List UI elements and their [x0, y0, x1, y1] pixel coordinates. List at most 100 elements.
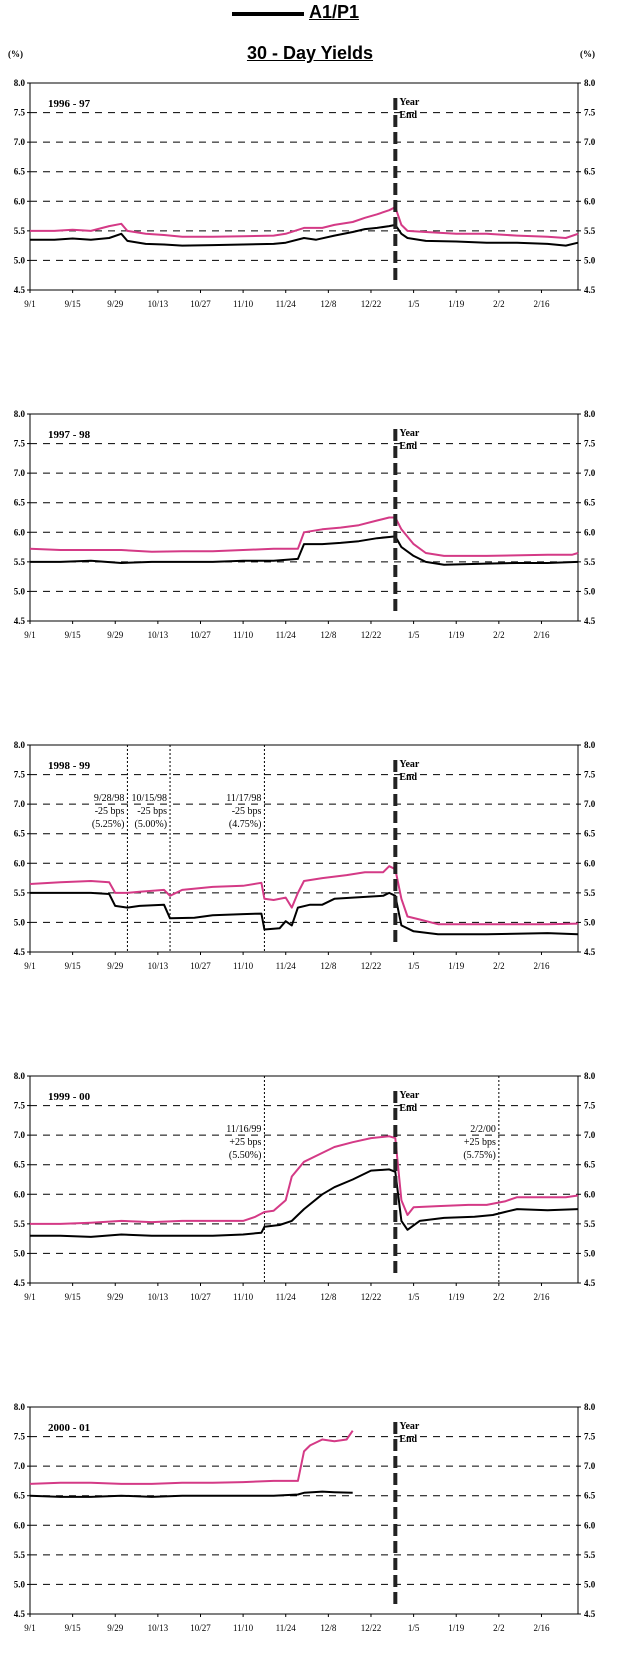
legend-label: A1/P1: [309, 2, 360, 22]
y-tick-label-right: 5.0: [584, 255, 596, 265]
x-tick-label: 11/10: [233, 961, 254, 971]
rate-change-label: 11/17/98: [226, 793, 261, 804]
y-tick-label-right: 7.5: [584, 770, 596, 780]
y-tick-label-right: 6.5: [584, 1491, 596, 1501]
page-header: A1/P1 30 - Day Yields (%) (%): [0, 0, 620, 63]
rate-change-label: 11/16/99: [226, 1124, 261, 1135]
y-tick-label-left: 6.0: [14, 1189, 26, 1199]
x-tick-label: 9/1: [24, 299, 36, 309]
series-line: [29, 865, 579, 926]
x-tick-label: 9/29: [107, 1623, 124, 1633]
y-tick-label-left: 7.0: [14, 1461, 26, 1471]
y-tick-label-left: 6.5: [14, 829, 26, 839]
year-end-label: End: [399, 1103, 417, 1114]
y-tick-label-left: 7.0: [14, 137, 26, 147]
x-tick-label: 11/10: [233, 299, 254, 309]
rate-change-label: +25 bps: [229, 1137, 261, 1148]
y-tick-label-right: 6.0: [584, 1189, 596, 1199]
x-tick-label: 12/22: [361, 630, 382, 640]
y-tick-label-left: 5.5: [14, 888, 26, 898]
year-end-label: End: [399, 441, 417, 452]
y-tick-label-left: 4.5: [14, 616, 26, 626]
y-tick-label-left: 5.5: [14, 226, 26, 236]
y-tick-label-right: 7.0: [584, 799, 596, 809]
x-tick-label: 12/22: [361, 299, 382, 309]
y-tick-label-right: 8.0: [584, 740, 596, 750]
year-end-label: End: [399, 1434, 417, 1445]
chart-panel: 4.5 4.5 5.0 5.0 5.5 5.5 6.0 6.0 6.5 6.5 7.0 7.0 7.5 7…: [14, 740, 596, 971]
y-tick-label-right: 5.0: [584, 1579, 596, 1589]
x-tick-label: 9/29: [107, 630, 124, 640]
series-line: [30, 223, 579, 247]
y-tick-label-right: 8.0: [584, 1071, 596, 1081]
x-tick-label: 11/24: [276, 1623, 297, 1633]
x-tick-label: 11/24: [276, 961, 297, 971]
series-line: [30, 891, 579, 936]
y-tick-label-left: 7.5: [14, 770, 26, 780]
x-tick-label: 2/16: [533, 299, 550, 309]
y-tick-label-left: 5.5: [14, 557, 26, 567]
year-end-label: Year: [399, 97, 420, 108]
y-tick-label-left: 7.5: [14, 108, 26, 118]
rate-change-label: 10/15/98: [131, 793, 167, 804]
x-tick-label: 12/22: [361, 961, 382, 971]
x-tick-label: 1/5: [408, 1292, 420, 1302]
x-tick-label: 2/16: [533, 961, 550, 971]
x-tick-label: 9/1: [24, 961, 36, 971]
y-tick-label-left: 6.5: [14, 167, 26, 177]
y-tick-label-right: 5.5: [584, 1550, 596, 1560]
y-tick-label-left: 7.5: [14, 1101, 26, 1111]
y-tick-label-right: 7.0: [584, 1461, 596, 1471]
x-tick-label: 11/10: [233, 1623, 254, 1633]
x-tick-label: 1/19: [448, 961, 465, 971]
x-tick-label: 2/2: [493, 630, 505, 640]
y-tick-label-right: 6.5: [584, 498, 596, 508]
y-tick-label-right: 7.5: [584, 1101, 596, 1111]
chart-panel: 4.5 4.5 5.0 5.0 5.5 5.5 6.0 6.0 6.5 6.5 7.0 7.0 7.5 7…: [14, 409, 596, 640]
y-tick-label-right: 7.5: [584, 108, 596, 118]
year-end-label: Year: [399, 1421, 420, 1432]
y-tick-label-left: 4.5: [14, 285, 26, 295]
year-end-label: Year: [399, 759, 420, 770]
chart-panel: 4.5 4.5 5.0 5.0 5.5 5.5 6.0 6.0 6.5 6.5 7.0 7.0 7.5 7…: [14, 78, 596, 309]
y-tick-label-left: 6.5: [14, 498, 26, 508]
x-tick-label: 12/8: [320, 1292, 337, 1302]
x-tick-label: 11/24: [276, 1292, 297, 1302]
x-tick-label: 1/19: [448, 299, 465, 309]
x-tick-label: 10/13: [148, 1623, 169, 1633]
x-tick-label: 9/29: [107, 299, 124, 309]
y-tick-label-right: 5.5: [584, 226, 596, 236]
x-tick-label: 12/8: [320, 1623, 337, 1633]
chart-title: 1999 - 00: [48, 1091, 91, 1103]
series-line: [29, 1430, 354, 1485]
y-tick-label-right: 7.0: [584, 468, 596, 478]
rate-change-label: 2/2/00: [470, 1124, 496, 1135]
x-tick-label: 9/29: [107, 1292, 124, 1302]
unit-label-right: (%): [580, 49, 595, 59]
y-tick-label-right: 6.0: [584, 858, 596, 868]
x-tick-label: 11/24: [276, 630, 297, 640]
y-tick-label-right: 4.5: [584, 285, 596, 295]
y-tick-label-left: 8.0: [14, 409, 26, 419]
y-tick-label-right: 7.0: [584, 1130, 596, 1140]
x-tick-label: 1/19: [448, 1292, 465, 1302]
x-tick-label: 12/22: [361, 1292, 382, 1302]
series-line: [30, 1168, 579, 1238]
x-tick-label: 10/27: [190, 299, 211, 309]
chart-panel: 4.5 4.5 5.0 5.0 5.5 5.5 6.0 6.0 6.5 6.5 7.0 7.0 7.5 7…: [14, 1071, 596, 1302]
x-tick-label: 1/5: [408, 961, 420, 971]
x-tick-label: 1/5: [408, 630, 420, 640]
x-tick-label: 1/19: [448, 630, 465, 640]
y-tick-label-left: 6.5: [14, 1491, 26, 1501]
x-tick-label: 10/13: [148, 961, 169, 971]
y-tick-label-left: 6.0: [14, 527, 26, 537]
x-tick-label: 9/1: [24, 1623, 36, 1633]
x-tick-label: 10/27: [190, 630, 211, 640]
y-tick-label-left: 5.0: [14, 1248, 26, 1258]
x-tick-label: 1/19: [448, 1623, 465, 1633]
y-tick-label-left: 4.5: [14, 1278, 26, 1288]
series-line: [30, 535, 579, 566]
y-tick-label-right: 5.5: [584, 557, 596, 567]
year-end-label: End: [399, 772, 417, 783]
